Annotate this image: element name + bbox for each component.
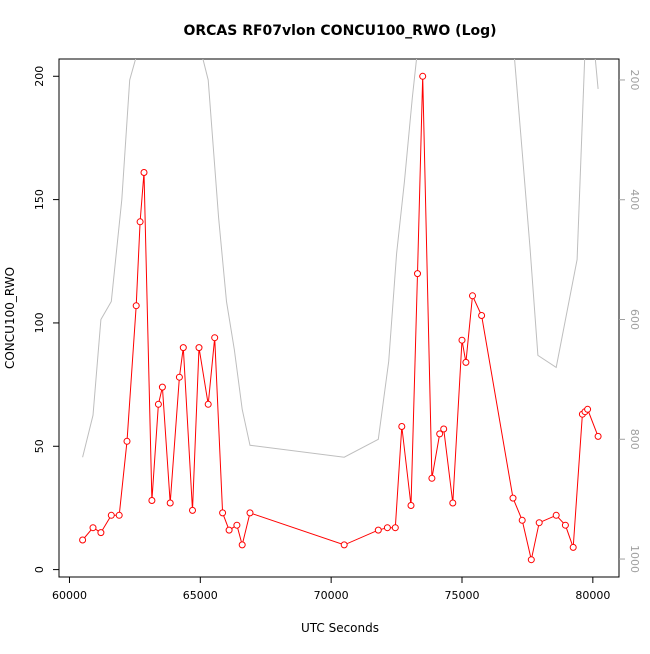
data-point (398, 423, 406, 430)
x-tick-label: 60000 (52, 589, 87, 602)
data-point (383, 524, 391, 532)
data-point (238, 541, 246, 549)
y-tick-label: 150 (33, 189, 46, 210)
data-point (407, 502, 415, 509)
data-point (123, 437, 131, 445)
data-point (219, 509, 227, 517)
plot-frame (58, 58, 620, 578)
x-tick-label: 80000 (575, 589, 610, 602)
data-point (136, 218, 144, 226)
data-point (584, 405, 592, 413)
x-tick-label: 65000 (183, 589, 218, 602)
data-point (233, 521, 241, 529)
data-point (189, 506, 196, 514)
data-point (132, 302, 140, 310)
data-point (478, 312, 486, 319)
data-point (569, 543, 577, 551)
x-tick-label: 75000 (444, 589, 479, 602)
data-point (449, 499, 457, 507)
y2-tick-label: 200 (628, 70, 641, 91)
data-point (428, 474, 436, 482)
y-tick-label: 100 (33, 312, 46, 333)
data-point (107, 511, 115, 519)
data-point (179, 344, 187, 352)
data-point (561, 521, 569, 529)
data-point (204, 400, 212, 408)
data-point (154, 400, 162, 408)
data-point (527, 556, 535, 564)
data-point (148, 497, 156, 504)
data-point (469, 292, 476, 300)
data-point (158, 383, 166, 391)
data-point (89, 524, 97, 532)
x-tick-label: 70000 (314, 589, 349, 602)
data-point (436, 430, 444, 438)
data-point (462, 358, 470, 366)
chart-title: ORCAS RF07vlon CONCU100_RWO (Log) (183, 23, 496, 39)
y2-tick-label: 400 (628, 189, 641, 210)
data-point (79, 536, 87, 544)
data-point (419, 72, 427, 80)
data-point (414, 270, 421, 278)
data-point (225, 526, 233, 534)
data-point (246, 509, 254, 517)
y2-tick-label: 600 (628, 309, 641, 330)
data-point (374, 526, 382, 534)
data-point (195, 344, 203, 352)
data-point (211, 334, 219, 342)
plot-layer: 60000 65000 70000 75000 80000 0 50 100 150 200 200… (33, 58, 641, 602)
primary-series-line (82, 76, 599, 560)
data-point (552, 511, 560, 519)
data-point (440, 425, 448, 433)
data-point (340, 541, 348, 549)
data-point (594, 432, 602, 440)
data-point (166, 499, 174, 507)
data-point (509, 494, 517, 502)
y2-tick-label: 800 (628, 429, 641, 450)
data-point (535, 519, 543, 527)
data-point (175, 373, 183, 381)
y2-tick-label: 1000 (628, 545, 641, 573)
y-tick-label: 50 (33, 439, 46, 453)
data-point (518, 516, 526, 524)
data-point (97, 529, 105, 537)
y-tick-label: 0 (33, 566, 46, 573)
y-tick-label: 200 (33, 66, 46, 87)
secondary-series-line (82, 59, 599, 458)
data-point (391, 524, 399, 532)
x-axis-label: UTC Seconds (301, 621, 379, 635)
y-axis-label: CONCU100_RWO (3, 267, 17, 369)
data-point (140, 169, 148, 176)
data-point (458, 336, 466, 344)
data-point (115, 511, 123, 519)
